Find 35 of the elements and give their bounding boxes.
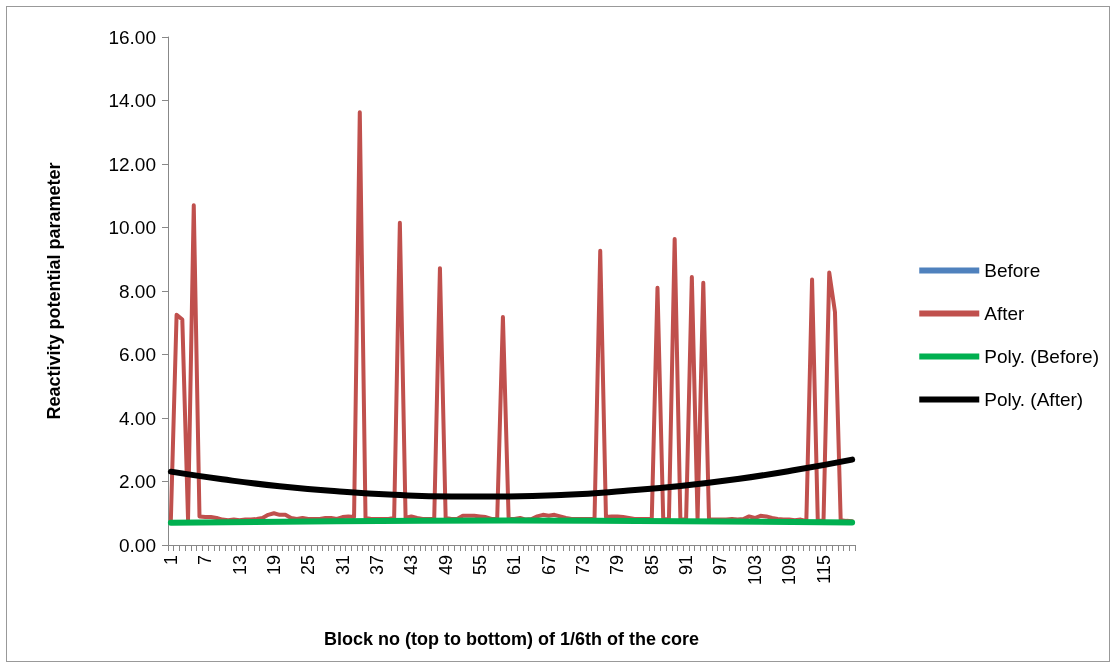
- x-tick-label: 37: [366, 555, 387, 576]
- y-tick-label: 6.00: [119, 344, 156, 365]
- x-tick-label: 85: [641, 555, 662, 576]
- legend-label: Before: [984, 260, 1041, 281]
- x-tick-label: 25: [298, 555, 319, 576]
- y-tick-label: 2.00: [119, 471, 156, 492]
- x-tick-label: 103: [744, 555, 765, 586]
- x-tick-label: 19: [263, 555, 284, 576]
- x-tick-label: 49: [435, 555, 456, 576]
- y-tick-label: 0.00: [119, 534, 156, 556]
- x-tick-label: 115: [813, 555, 834, 584]
- x-tick-label: 61: [504, 555, 525, 576]
- legend-label: Poly. (Before): [984, 346, 1100, 367]
- x-tick-label: 79: [607, 555, 628, 576]
- y-tick-label: 14.00: [108, 90, 156, 111]
- x-tick-label: 109: [779, 555, 800, 586]
- x-tick-label: 7: [195, 555, 216, 566]
- y-tick-label: 12.00: [108, 153, 156, 175]
- x-tick-label: 67: [538, 555, 559, 576]
- x-tick-label: 13: [229, 555, 250, 576]
- y-tick-label: 8.00: [119, 280, 156, 302]
- x-tick-label: 1: [160, 555, 181, 566]
- legend-label: Poly. (After): [984, 389, 1084, 410]
- y-axis-title: Reactivity potential parameter: [44, 162, 64, 420]
- x-tick-label: 97: [710, 555, 731, 576]
- y-tick-label: 16.00: [108, 26, 156, 48]
- x-tick-label: 43: [401, 555, 422, 576]
- legend-label: After: [984, 303, 1026, 324]
- x-tick-label: 73: [573, 555, 594, 576]
- x-tick-label: 91: [676, 555, 697, 576]
- y-tick-label: 4.00: [119, 407, 156, 429]
- x-axis-title: Block no (top to bottom) of 1/6th of the core: [324, 629, 699, 649]
- x-tick-label: 31: [332, 555, 353, 576]
- x-tick-label: 55: [470, 555, 491, 576]
- y-tick-label: 10.00: [108, 217, 156, 238]
